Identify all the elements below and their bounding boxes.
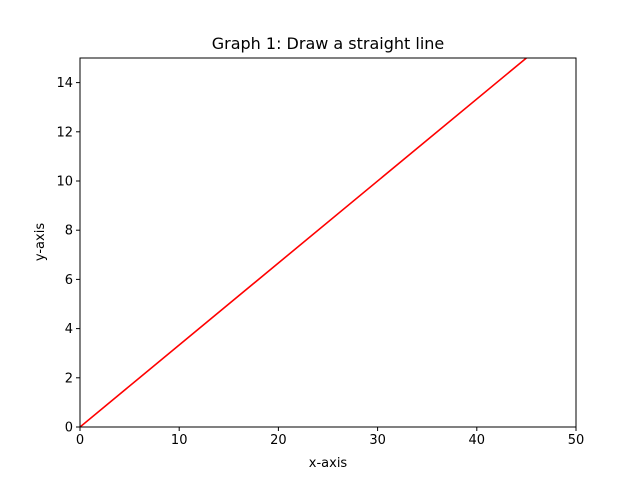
chart-title: Graph 1: Draw a straight line: [212, 34, 445, 53]
x-axis-label: x-axis: [309, 456, 348, 471]
x-tick-label: 0: [76, 433, 84, 448]
y-tick-label: 0: [65, 421, 73, 436]
x-tick-label: 20: [270, 433, 287, 448]
y-tick-label: 8: [65, 224, 73, 239]
y-axis-label: y-axis: [33, 223, 48, 261]
y-tick-label: 14: [56, 76, 73, 91]
series-line-1: [80, 58, 527, 427]
x-tick-label: 50: [568, 433, 585, 448]
y-axis-ticks: 0 2 4 6 8 10 12 14: [56, 76, 80, 436]
x-tick-label: 40: [469, 433, 486, 448]
y-tick-label: 6: [65, 273, 73, 288]
x-tick-label: 10: [171, 433, 188, 448]
x-axis-ticks: 0 10 20 30 40 50: [76, 427, 584, 448]
y-tick-label: 12: [56, 125, 73, 140]
plot-area: [80, 58, 576, 427]
plot-frame: [79, 57, 577, 428]
x-tick-label: 30: [369, 433, 386, 448]
y-tick-label: 4: [65, 322, 73, 337]
series-layer: [80, 58, 527, 427]
y-tick-label: 10: [56, 175, 73, 190]
y-tick-label: 2: [65, 371, 73, 386]
